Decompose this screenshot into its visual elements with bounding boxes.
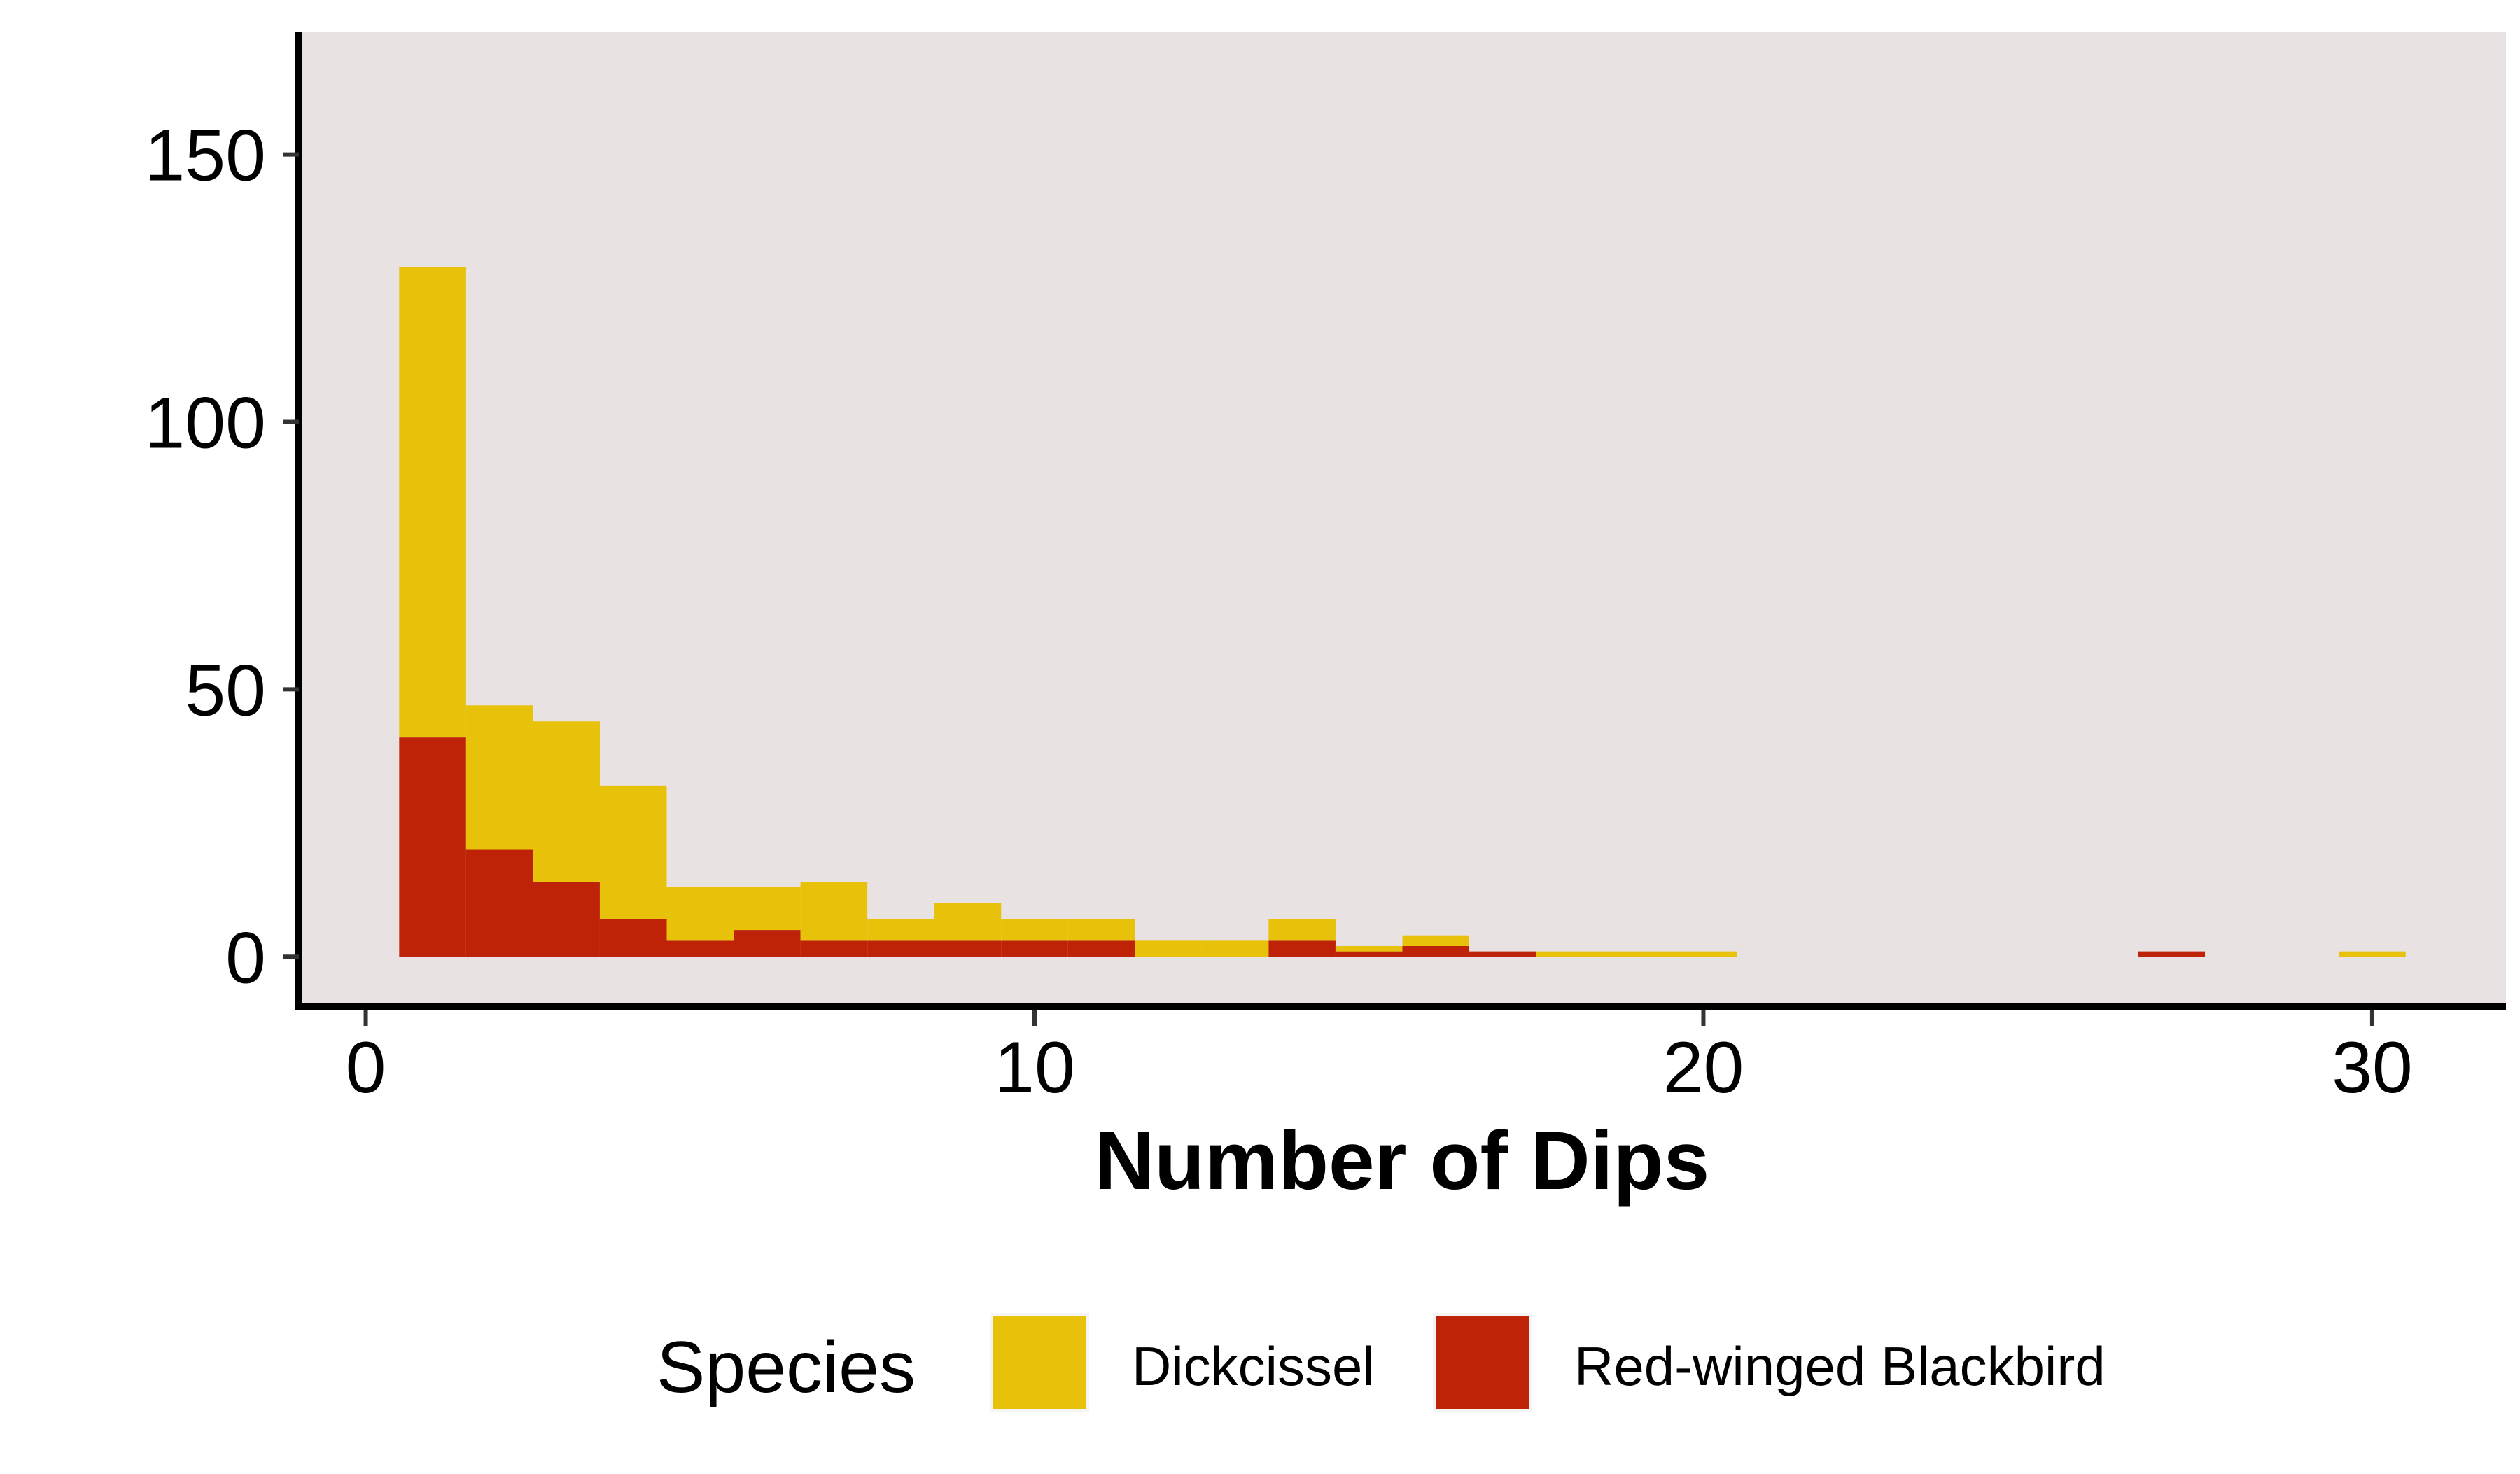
y-tick-label: 100 (144, 383, 266, 464)
legend: Species Dickcissel Red-winged Blackbird (657, 1313, 2106, 1412)
bar-dickcissel-19 (1603, 951, 1670, 957)
legend-label-dickcissel: Dickcissel (1132, 1335, 1375, 1397)
bar-red-winged-blackbird-9 (934, 940, 1002, 957)
bar-red-winged-blackbird-14 (1268, 940, 1336, 957)
bar-dickcissel-9 (934, 903, 1002, 941)
bar-red-winged-blackbird-11 (1068, 940, 1135, 957)
bar-red-winged-blackbird-1 (399, 737, 466, 957)
bar-dickcissel-1 (399, 267, 466, 738)
x-tick-label: 20 (1663, 1027, 1744, 1108)
bar-dickcissel-30 (2339, 951, 2406, 957)
bar-red-winged-blackbird-17 (1469, 951, 1536, 957)
bar-dickcissel-13 (1201, 940, 1269, 957)
bar-red-winged-blackbird-16 (1402, 945, 1470, 957)
bar-dickcissel-5 (666, 887, 734, 941)
bar-dickcissel-8 (867, 919, 934, 941)
bar-dickcissel-18 (1536, 951, 1604, 957)
bar-red-winged-blackbird-3 (533, 882, 600, 957)
legend-title: Species (657, 1327, 916, 1408)
bar-red-winged-blackbird-4 (599, 919, 667, 957)
x-tick-label: 30 (2332, 1027, 2413, 1108)
bar-dickcissel-11 (1068, 919, 1135, 941)
bar-red-winged-blackbird-6 (734, 930, 801, 957)
bar-dickcissel-12 (1135, 940, 1202, 957)
bar-dickcissel-7 (800, 882, 868, 941)
y-tick-label: 0 (225, 917, 266, 999)
bar-red-winged-blackbird-7 (800, 940, 868, 957)
bar-dickcissel-2 (465, 705, 533, 850)
bar-dickcissel-4 (599, 785, 667, 919)
bar-red-winged-blackbird-2 (465, 849, 533, 957)
bar-red-winged-blackbird-5 (666, 940, 734, 957)
bar-dickcissel-16 (1402, 935, 1470, 946)
bar-dickcissel-14 (1268, 919, 1336, 941)
x-tick-label: 10 (994, 1027, 1075, 1108)
x-tick-label: 0 (346, 1027, 386, 1108)
bar-dickcissel-6 (734, 887, 801, 931)
bar-red-winged-blackbird-27 (2138, 951, 2206, 957)
y-tick-label: 50 (185, 650, 266, 731)
legend-key-dickcissel (990, 1313, 1089, 1412)
bar-red-winged-blackbird-15 (1335, 951, 1403, 957)
bar-dickcissel-10 (1001, 919, 1068, 941)
bars-layer (399, 267, 2406, 957)
x-ticks: 0 10 20 30 (346, 1010, 2413, 1108)
y-ticks: 0 50 100 150 (144, 116, 299, 999)
bar-red-winged-blackbird-8 (867, 940, 934, 957)
x-axis-title: Number of Dips (1095, 1115, 1710, 1207)
y-tick-label: 150 (144, 116, 266, 197)
bar-dickcissel-20 (1670, 951, 1737, 957)
bar-dickcissel-15 (1335, 945, 1403, 952)
legend-label-red-winged-blackbird: Red-winged Blackbird (1574, 1335, 2106, 1397)
legend-key-red-winged-blackbird (1433, 1313, 1532, 1412)
bar-red-winged-blackbird-10 (1001, 940, 1068, 957)
bar-dickcissel-3 (533, 721, 600, 882)
